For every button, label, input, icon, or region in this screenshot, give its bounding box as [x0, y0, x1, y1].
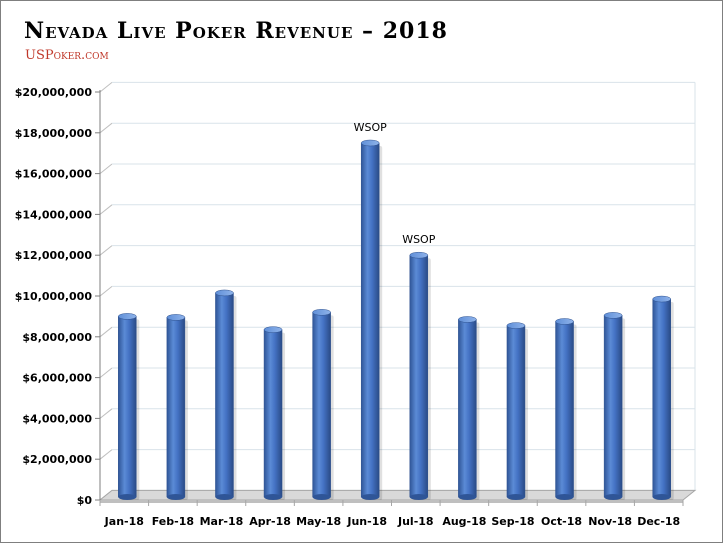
x-tick-label: Dec-18: [637, 515, 680, 528]
chart-title: Nevada Live Poker Revenue – 2018: [24, 18, 448, 44]
x-tick-label: Jun-18: [346, 515, 387, 528]
y-tick-label: $2,000,000: [22, 453, 92, 466]
x-tick-label: May-18: [296, 515, 341, 528]
bar-Oct-18: [555, 321, 574, 498]
bar-base-Jan-18: [118, 494, 137, 500]
x-tick-label: Apr-18: [249, 515, 291, 528]
y-tick-label: $6,000,000: [22, 372, 92, 385]
annotation-label: WSOP: [354, 121, 388, 134]
bar-top-Jan-18: [118, 313, 137, 320]
y-tick-label: $0: [77, 494, 93, 507]
bar-top-Sep-18: [506, 322, 526, 329]
bars: [118, 139, 674, 500]
bar-top-May-18: [312, 309, 331, 316]
bar-top-Jul-18: [409, 251, 429, 259]
x-axis-ticks: Jan-18 Feb-18 Mar-18 Apr-18 May-18 Jun-18 Jul-…: [104, 515, 681, 528]
gridline-depth-10: [99, 82, 113, 93]
x-tick-label: Mar-18: [200, 515, 244, 528]
bar-May-18: [312, 312, 331, 498]
y-tick-label: $10,000,000: [15, 290, 93, 303]
bar-base-Feb-18: [166, 494, 185, 500]
x-tick-label: Sep-18: [491, 515, 534, 528]
gridline-depth-9: [99, 122, 113, 134]
bar-base-Nov-18: [604, 494, 623, 500]
bar-top-Oct-18: [555, 318, 574, 325]
bar-Feb-18: [166, 317, 186, 498]
annotations: WSOP WSOP: [354, 121, 436, 246]
bar-Jan-18: [118, 316, 137, 498]
y-axis-ticks: $0 $2,000,000 $4,000,000 $6,000,000 $8,000,0…: [15, 86, 93, 507]
bar-base-Aug-18: [458, 494, 477, 500]
bar-Jun-18: [360, 142, 380, 498]
bar-Jul-18: [409, 254, 429, 498]
y-tick-label: $18,000,000: [15, 127, 93, 140]
gridline-depth-3: [99, 367, 113, 378]
bar-base-Mar-18: [215, 494, 234, 500]
gridline-depth-6: [99, 245, 113, 256]
x-tick-label: Nov-18: [588, 515, 632, 528]
y-tick-label: $4,000,000: [22, 412, 92, 425]
bar-Aug-18: [458, 319, 477, 498]
bar-Sep-18: [506, 325, 526, 498]
x-tick-label: Feb-18: [152, 515, 194, 528]
annotation-label: WSOP: [402, 233, 436, 246]
bar-Nov-18: [603, 315, 623, 498]
y-tick-label: $8,000,000: [22, 331, 92, 344]
bar-top-Nov-18: [603, 312, 623, 319]
y-tick-label: $14,000,000: [15, 208, 93, 221]
chart-subtitle-source: USPoker.com: [25, 48, 109, 63]
bar-Dec-18: [652, 298, 671, 498]
bar-base-Dec-18: [652, 494, 671, 500]
bar-Mar-18: [215, 292, 234, 498]
bar-top-Aug-18: [458, 316, 477, 323]
axes: [95, 90, 684, 506]
bar-top-Jun-18: [360, 139, 380, 147]
gridline-depth-7: [99, 204, 113, 215]
gridline-depth-4: [99, 326, 113, 338]
x-tick-label: Oct-18: [541, 515, 582, 528]
y-tick-label: $16,000,000: [15, 168, 93, 181]
bar-top-Mar-18: [215, 289, 234, 297]
x-tick-label: Jul-18: [397, 515, 434, 528]
bar-base-Sep-18: [506, 494, 525, 500]
gridline-depth-1: [99, 449, 113, 460]
bar-top-Dec-18: [652, 295, 671, 303]
y-tick-label: $20,000,000: [15, 86, 93, 99]
bar-base-Apr-18: [264, 494, 283, 500]
bar-base-Jul-18: [409, 494, 428, 500]
y-tick-label: $12,000,000: [15, 249, 93, 262]
gridline-depth-2: [99, 408, 113, 419]
bar-Apr-18: [263, 329, 283, 498]
gridline-depth-5: [99, 286, 113, 297]
gridline-depth-8: [99, 163, 113, 174]
bar-base-Jun-18: [361, 494, 380, 500]
bar-top-Feb-18: [166, 314, 186, 321]
x-tick-label: Jan-18: [104, 515, 144, 528]
bar-base-Oct-18: [555, 494, 574, 500]
bar-base-May-18: [312, 494, 331, 500]
x-tick-label: Aug-18: [442, 515, 486, 528]
bar-top-Apr-18: [263, 326, 283, 333]
